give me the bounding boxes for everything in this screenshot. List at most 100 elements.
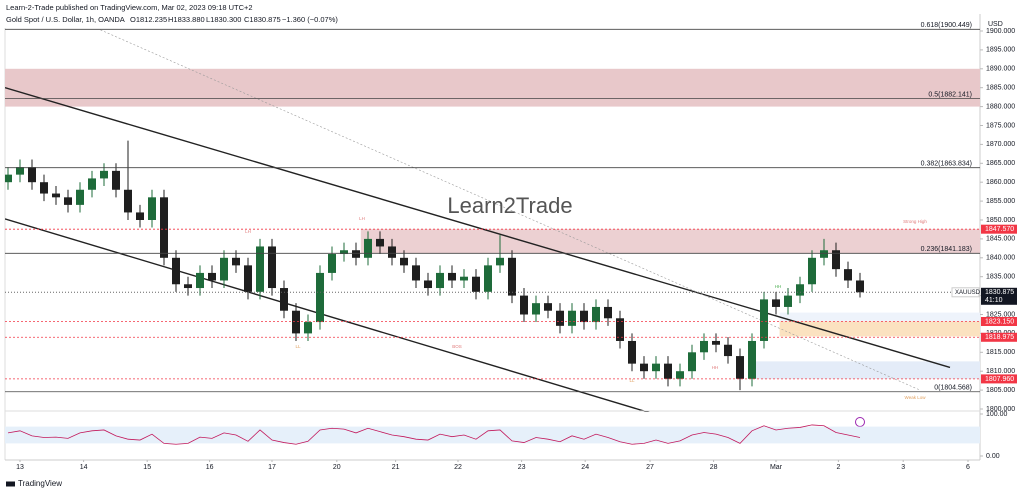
y-tick-label: 1890.000 <box>986 66 1015 73</box>
candle-body <box>280 288 288 311</box>
annotation: Weak Low <box>905 395 927 400</box>
candle-body <box>352 250 360 258</box>
countdown: 41:10 <box>985 297 1003 304</box>
symbol: XAUUSD <box>955 290 981 296</box>
candle-body <box>700 340 708 353</box>
candle-body <box>304 322 312 334</box>
y-tick-label: 1855.000 <box>986 198 1015 205</box>
candle-body <box>556 310 564 326</box>
fib-label: 0.382(1863.834) <box>921 161 972 168</box>
current-tag-bg <box>981 287 1017 305</box>
trend-line <box>5 218 650 412</box>
x-tick-label: 22 <box>454 464 462 471</box>
candle-body <box>376 238 384 247</box>
price-tag-bg <box>981 374 1017 384</box>
trend-line <box>5 87 951 369</box>
candle-body <box>328 254 336 273</box>
candle-body <box>460 276 468 281</box>
candle-body <box>736 356 744 379</box>
candle-body <box>184 284 192 289</box>
candle-body <box>652 363 660 372</box>
candle-body <box>856 280 864 293</box>
annotation: LL <box>295 344 301 349</box>
annotation: Strong High <box>903 219 927 224</box>
x-tick-label: 3 <box>901 464 905 471</box>
event-icon <box>855 417 865 427</box>
candle-body <box>112 170 120 190</box>
candle-body <box>748 340 756 379</box>
ohlc-legend: H1833.880 <box>168 15 205 24</box>
tv-logo <box>6 481 15 487</box>
candle-body <box>232 257 240 266</box>
rsi-band <box>5 426 980 444</box>
candle-body <box>100 170 108 179</box>
y-tick-label: 1865.000 <box>986 160 1015 167</box>
candle-body <box>268 246 276 289</box>
y-tick-label: 1870.000 <box>986 141 1015 148</box>
candle-body <box>664 363 672 379</box>
candle-body <box>688 352 696 372</box>
candle-body <box>592 306 600 323</box>
y-tick-label: 1800.000 <box>986 406 1015 413</box>
rsi-tick-label: 100.00 <box>986 411 1008 418</box>
candle-body <box>772 299 780 307</box>
candle-body <box>436 272 444 289</box>
zone <box>5 68 980 107</box>
candle-body <box>88 178 96 190</box>
candle-body <box>496 257 504 266</box>
chart-title: Gold Spot / U.S. Dollar, 1h, OANDA <box>6 15 125 24</box>
candle-body <box>616 318 624 341</box>
candle-body <box>76 189 84 205</box>
y-tick-label: 1860.000 <box>986 179 1015 186</box>
candle-body <box>568 310 576 326</box>
candle-body <box>520 295 528 315</box>
candle-body <box>388 246 396 258</box>
watermark: Learn2Trade <box>447 193 572 218</box>
candle-body <box>364 238 372 258</box>
x-tick-label: 6 <box>966 464 970 471</box>
annotation: LH <box>245 229 251 234</box>
rsi-tick-label: 0.00 <box>986 453 1000 460</box>
x-tick-label: 14 <box>80 464 88 471</box>
y-tick-label: 1885.000 <box>986 85 1015 92</box>
candle-body <box>196 272 204 289</box>
annotation: HH <box>775 284 782 289</box>
x-tick-label: Mar <box>770 464 783 471</box>
x-tick-label: 21 <box>392 464 400 471</box>
price-tag: 1807.960 <box>985 376 1014 383</box>
fib-label: 0.236(1841.183) <box>921 246 972 253</box>
y-tick-label: 1805.000 <box>986 387 1015 394</box>
price-tag: 1847.570 <box>985 226 1014 233</box>
price-tag-bg <box>981 332 1017 342</box>
ohlc-legend: O1812.235 <box>130 15 167 24</box>
candle-body <box>400 257 408 266</box>
x-tick-label: 24 <box>581 464 589 471</box>
x-tick-label: 20 <box>333 464 341 471</box>
price-tag: 1823.150 <box>985 318 1014 325</box>
symbol-bg <box>951 287 980 298</box>
candle-body <box>124 189 132 213</box>
annotation: BOS <box>452 344 462 349</box>
candle-body <box>448 272 456 281</box>
y-tick-label: 1875.000 <box>986 122 1015 129</box>
zone <box>748 361 980 379</box>
x-tick-label: 27 <box>646 464 654 471</box>
candle-body <box>424 280 432 289</box>
candle-body <box>472 276 480 292</box>
currency: USD <box>988 21 1003 28</box>
fib-label: 0(1804.568) <box>934 385 972 392</box>
rsi-line <box>7 424 861 445</box>
plot <box>5 29 980 412</box>
candle-body <box>640 363 648 372</box>
candle-body <box>5 174 12 183</box>
candle-body <box>676 371 684 379</box>
candle-body <box>16 167 24 175</box>
ohlc-legend: C1830.875 <box>244 15 281 24</box>
candle-body <box>220 257 228 281</box>
candle-body <box>532 303 540 315</box>
y-tick-label: 1810.000 <box>986 368 1015 375</box>
y-tick-label: 1895.000 <box>986 47 1015 54</box>
candle-body <box>712 340 720 345</box>
x-tick-label: 13 <box>16 464 24 471</box>
candle-body <box>40 182 48 194</box>
